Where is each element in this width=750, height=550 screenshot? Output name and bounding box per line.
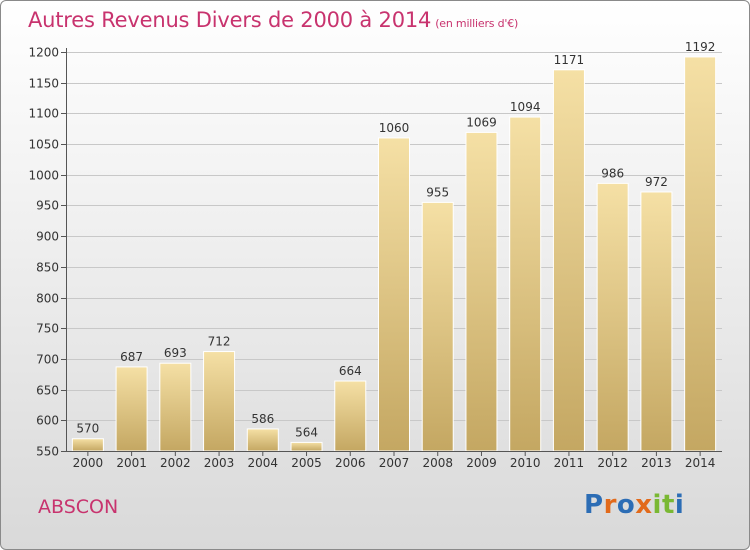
y-tick-label: 850 bbox=[36, 261, 59, 275]
bar-value-label: 955 bbox=[426, 185, 449, 199]
bars: 570 687 693 712 586 564 664 1060 955 1069 1094 1171… bbox=[71, 40, 717, 452]
chart-title-text: Autres Revenus Divers de 2000 à 2014 bbox=[28, 8, 432, 32]
bar-value-label: 664 bbox=[339, 364, 362, 378]
bar bbox=[71, 438, 104, 452]
x-tick-label: 2001 bbox=[116, 456, 147, 470]
bar-value-label: 586 bbox=[251, 412, 274, 426]
x-tick-label: 2003 bbox=[204, 456, 235, 470]
y-axis: 550 600 650 700 750 800 850 900 950 1000 1050 1100 1… bbox=[28, 46, 67, 459]
bar bbox=[159, 362, 192, 452]
bar bbox=[596, 182, 629, 452]
x-tick-label: 2014 bbox=[685, 456, 716, 470]
bar bbox=[203, 351, 236, 452]
bar bbox=[115, 366, 148, 452]
y-tick-label: 950 bbox=[36, 199, 59, 213]
y-tick-label: 900 bbox=[36, 230, 59, 244]
bar bbox=[552, 69, 585, 452]
bar bbox=[334, 380, 367, 452]
x-tick-label: 2004 bbox=[248, 456, 279, 470]
logo-letter: r bbox=[603, 490, 617, 520]
bar bbox=[378, 137, 410, 452]
y-tick-label: 1100 bbox=[28, 107, 59, 121]
bar-value-label: 687 bbox=[120, 350, 143, 364]
bar-value-label: 712 bbox=[208, 335, 231, 349]
bar bbox=[246, 428, 279, 452]
proxiti-logo: Proxiti bbox=[584, 490, 684, 520]
y-tick-label: 650 bbox=[36, 384, 59, 398]
bar-value-label: 570 bbox=[76, 422, 99, 436]
logo-letter: o bbox=[616, 490, 636, 520]
y-tick-label: 800 bbox=[36, 292, 59, 306]
bar bbox=[421, 201, 454, 452]
bar bbox=[290, 441, 323, 452]
y-tick-label: 1200 bbox=[28, 46, 59, 60]
bar-value-label: 1094 bbox=[510, 100, 541, 114]
bar bbox=[640, 191, 673, 452]
bar-value-label: 986 bbox=[601, 166, 624, 180]
y-tick-label: 700 bbox=[36, 353, 59, 367]
bar-value-label: 1171 bbox=[554, 53, 585, 67]
x-tick-label: 2002 bbox=[160, 456, 191, 470]
bar-value-label: 564 bbox=[295, 425, 318, 439]
logo-letter: x bbox=[635, 490, 653, 520]
bar-value-label: 972 bbox=[645, 175, 668, 189]
y-tick-label: 550 bbox=[36, 445, 59, 459]
x-axis: 2000 2001 2002 2003 2004 2005 2006 2007 2008 2009… bbox=[66, 451, 722, 470]
chart-unit: (en milliers d'€) bbox=[435, 17, 519, 30]
bar-value-label: 1060 bbox=[379, 121, 410, 135]
x-tick-label: 2012 bbox=[597, 456, 628, 470]
bar bbox=[509, 116, 542, 452]
x-tick-label: 2007 bbox=[379, 456, 410, 470]
x-tick-label: 2006 bbox=[335, 456, 366, 470]
bar-value-label: 693 bbox=[164, 346, 187, 360]
bar bbox=[465, 131, 498, 452]
x-tick-label: 2011 bbox=[554, 456, 585, 470]
chart-title: Autres Revenus Divers de 2000 à 2014 (en … bbox=[28, 8, 518, 32]
x-tick-label: 2008 bbox=[422, 456, 453, 470]
bar bbox=[684, 56, 717, 452]
logo-letter: t bbox=[661, 490, 675, 520]
bar-value-label: 1192 bbox=[685, 40, 716, 54]
y-tick-label: 750 bbox=[36, 322, 59, 336]
x-tick-label: 2005 bbox=[291, 456, 322, 470]
town-name: ABSCON bbox=[38, 496, 119, 518]
x-tick-label: 2009 bbox=[466, 456, 497, 470]
y-tick-label: 1050 bbox=[28, 138, 59, 152]
y-tick-label: 1000 bbox=[28, 169, 59, 183]
logo-letter: P bbox=[584, 490, 604, 520]
x-tick-label: 2013 bbox=[641, 456, 672, 470]
logo-letter: i bbox=[652, 490, 662, 520]
x-tick-label: 2000 bbox=[73, 456, 104, 470]
y-tick-label: 1150 bbox=[28, 77, 59, 91]
logo-letter: i bbox=[674, 490, 685, 520]
bar-value-label: 1069 bbox=[466, 115, 497, 129]
x-tick-label: 2010 bbox=[510, 456, 541, 470]
y-tick-label: 600 bbox=[36, 414, 59, 428]
